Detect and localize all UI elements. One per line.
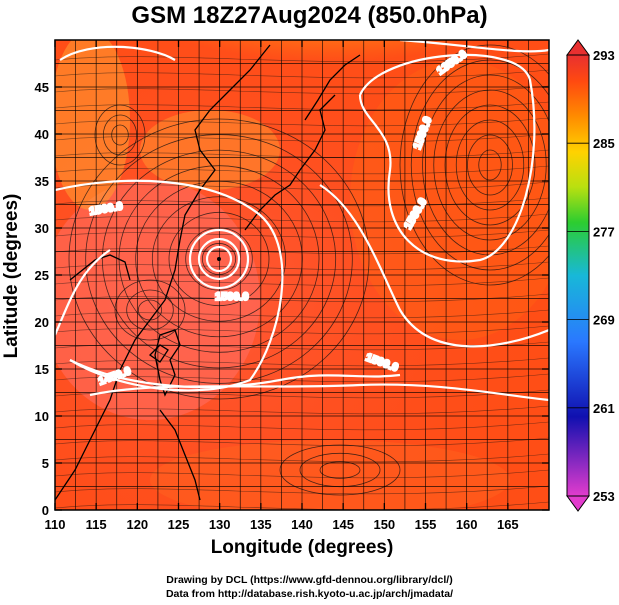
y-tick-label: 35 — [35, 174, 49, 189]
x-tick-label: 150 — [373, 517, 395, 532]
y-tick-label: 5 — [42, 456, 49, 471]
credit-drawing: Drawing by DCL (https://www.gfd-dennou.o… — [166, 574, 453, 586]
contour-label: 1500.0 — [215, 291, 249, 303]
x-tick-label: 130 — [209, 517, 231, 532]
x-tick-label: 115 — [86, 517, 107, 532]
x-axis-ticks: 110 115 120 125 130 135 140 145 150 155 160 165 — [45, 40, 519, 532]
x-tick-label: 140 — [291, 517, 313, 532]
colorbar: 253 261 269 277 285 293 — [566, 39, 615, 512]
y-tick-label: 30 — [35, 221, 49, 236]
colorbar-tick-label: 269 — [593, 313, 615, 328]
x-tick-label: 165 — [497, 517, 519, 532]
x-tick-label: 125 — [168, 517, 190, 532]
temperature-field: 1560.01560.01560.01500.01450.01350.01500… — [55, 40, 549, 510]
x-tick-label: 110 — [45, 517, 66, 532]
credit-data: Data from http://database.rish.kyoto-u.a… — [165, 588, 454, 600]
y-tick-label: 15 — [35, 362, 49, 377]
y-axis-label: Latitude (degrees) — [1, 193, 22, 359]
colorbar-gradient — [566, 54, 590, 497]
chart-title: GSM 18Z27Aug2024 (850.0hPa) — [131, 2, 488, 29]
typhoon-center — [188, 228, 250, 290]
y-tick-label: 45 — [35, 80, 49, 95]
x-tick-label: 145 — [332, 517, 354, 532]
gridlines — [55, 40, 549, 510]
y-tick-label: 10 — [35, 409, 49, 424]
x-axis-label: Longitude (degrees) — [210, 537, 394, 558]
x-tick-label: 160 — [456, 517, 478, 532]
y-tick-label: 40 — [35, 127, 49, 142]
x-tick-label: 135 — [250, 517, 272, 532]
colorbar-bottom-arrow — [566, 495, 590, 512]
colorbar-top-arrow — [566, 39, 590, 56]
y-tick-label: 25 — [35, 268, 49, 283]
colorbar-tick-label: 277 — [593, 224, 615, 239]
x-tick-label: 120 — [126, 517, 148, 532]
colorbar-tick-label: 261 — [593, 401, 615, 416]
colorbar-tick-label: 293 — [593, 48, 615, 63]
y-tick-label: 20 — [35, 315, 49, 330]
colorbar-tick-label: 253 — [593, 489, 615, 504]
y-axis-ticks: 0 5 10 15 20 25 30 35 40 45 — [35, 80, 549, 518]
wind-streamlines — [55, 44, 549, 510]
colorbar-tick-label: 285 — [593, 136, 615, 151]
x-tick-label: 155 — [415, 517, 437, 532]
y-tick-label: 0 — [42, 503, 49, 518]
